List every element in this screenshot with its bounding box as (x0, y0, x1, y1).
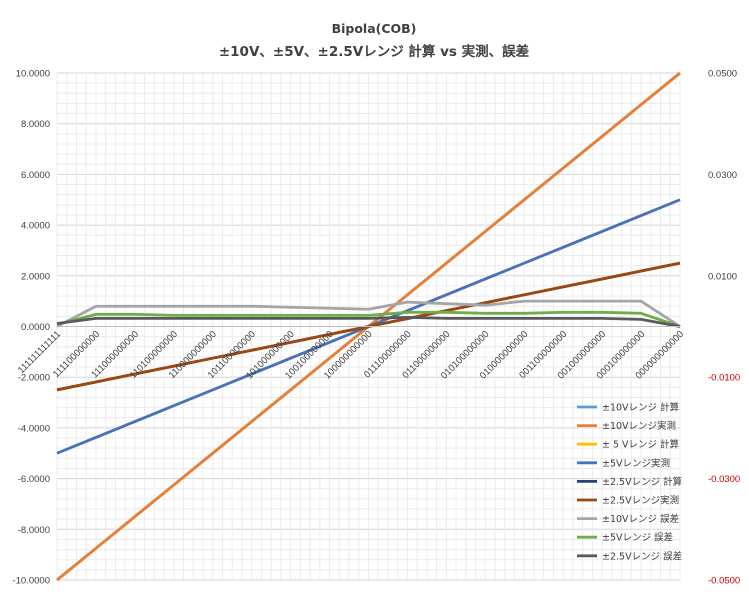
legend-entry: ±10Vレンジ実測 (602, 420, 676, 432)
legend-entry: ± 5 Vレンジ 計算 (602, 439, 679, 451)
y-right-tick-label: -0.0100 (708, 373, 740, 384)
y-right-tick-label: -0.0500 (708, 576, 740, 587)
legend-entry: ±5Vレンジ実測 (602, 457, 670, 469)
legend-entry: ±2.5Vレンジ 計算 (602, 476, 682, 488)
legend-entry: ±10Vレンジ 計算 (602, 402, 679, 414)
y-left-tick-label: -4.0000 (18, 423, 50, 434)
y-right-tick-label: 0.0100 (708, 271, 737, 282)
y-right-tick-label: 0.0300 (708, 170, 737, 181)
chart-subtitle: ±10V、±5V、±2.5Vレンジ 計算 vs 実測、誤差 (219, 43, 529, 60)
y-right-tick-label: 0.0500 (708, 69, 737, 80)
y-left-tick-label: 4.0000 (21, 221, 50, 232)
chart-title: Bipola(COB) (332, 21, 417, 36)
series-line (56, 315, 681, 328)
y-left-tick-label: 2.0000 (21, 271, 50, 282)
legend-entry: ±2.5Vレンジ 誤差 (602, 550, 682, 562)
series-line (56, 310, 681, 328)
legend-entry: ±10Vレンジ 誤差 (602, 513, 679, 525)
y-right-tick-label: -0.0300 (708, 474, 740, 485)
y-left-tick-label: -10.0000 (12, 576, 50, 587)
series-line (56, 299, 681, 328)
legend-entry: ±5Vレンジ 誤差 (602, 532, 673, 544)
legend: ±10Vレンジ 計算 ±10Vレンジ実測 ± 5 Vレンジ 計算 ±5Vレンジ実測 ±2… (577, 402, 682, 562)
y-left-tick-label: -2.0000 (18, 373, 50, 384)
y-left-tick-label: 10.0000 (16, 69, 50, 80)
y-left-tick-label: 0.0000 (21, 322, 50, 333)
y-left-tick-label: 6.0000 (21, 170, 50, 181)
y-left-tick-label: -6.0000 (18, 474, 50, 485)
y-left-tick-label: 8.0000 (21, 119, 50, 130)
legend-entry: ±2.5Vレンジ実測 (602, 495, 679, 507)
y-left-tick-label: -8.0000 (18, 525, 50, 536)
